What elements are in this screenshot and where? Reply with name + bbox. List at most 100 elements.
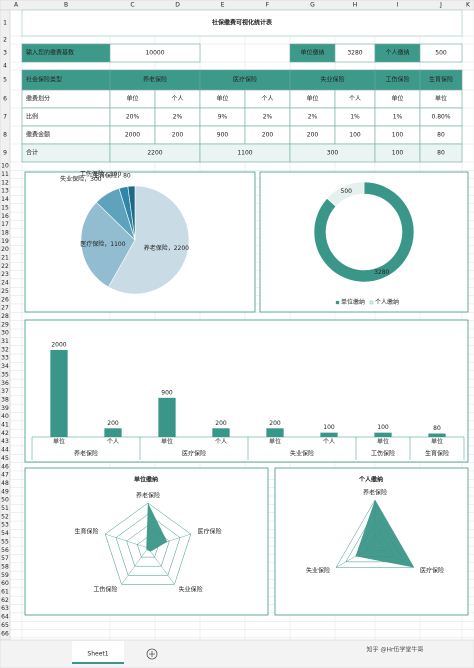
row-number: 57	[1, 555, 9, 562]
table-cell: 200	[172, 132, 184, 139]
row-number: 3	[3, 50, 7, 57]
row-number: 46	[1, 463, 9, 470]
column-header: J	[439, 2, 442, 9]
table-cell: 2%	[308, 114, 318, 121]
radar-spoke	[121, 547, 149, 585]
column-header: B	[64, 2, 68, 9]
pie-slice	[107, 185, 190, 295]
bar-value-label: 200	[215, 420, 227, 427]
bar	[266, 428, 284, 437]
bar-value-label: 80	[433, 425, 441, 432]
x-tick-label: 单位	[269, 438, 281, 446]
table-header: 养老保险	[143, 76, 167, 84]
table-cell: 2%	[173, 114, 183, 121]
table-header: 医疗保险	[233, 76, 257, 84]
pie-label: 医疗保险，1100	[80, 240, 125, 248]
pie-slice	[80, 201, 136, 288]
table-cell: 2000	[125, 132, 140, 139]
table-header: 生育保险	[429, 76, 453, 84]
sheet-tab-label[interactable]: Sheet1	[87, 651, 108, 658]
bar-value-label: 200	[107, 420, 119, 427]
column-header: C	[130, 2, 134, 9]
row-number: 66	[1, 630, 9, 637]
row-number: 15	[1, 204, 9, 211]
row-number: 2	[3, 37, 7, 44]
title-cell	[21, 9, 463, 37]
row-number: 4	[3, 63, 7, 70]
row-number: 20	[1, 246, 9, 253]
row-number: 39	[1, 405, 9, 412]
title: 社保缴费可视化统计表	[211, 19, 273, 27]
radar-spoke	[147, 547, 175, 585]
row-number: 31	[1, 338, 9, 345]
radar-axis-label: 养老保险	[363, 489, 387, 497]
column-header: E	[221, 2, 225, 9]
row-number: 61	[1, 589, 9, 596]
person-label: 个人缴纳	[385, 49, 409, 57]
column-header: G	[310, 2, 315, 9]
chart-box	[24, 467, 269, 616]
table-cell: 300	[327, 150, 339, 157]
row-number: 50	[1, 497, 9, 504]
row-number: 63	[1, 605, 9, 612]
table-cell: 个人	[349, 96, 361, 103]
row-number: 34	[1, 363, 9, 370]
group-label: 生育保险	[425, 450, 449, 458]
sheet-tab	[72, 641, 124, 663]
row-number: 6	[3, 96, 7, 103]
row-number: 18	[1, 229, 9, 236]
table-cell: 80	[437, 150, 445, 157]
legend-swatch	[335, 300, 340, 305]
radar-axis-label: 工伤保险	[93, 586, 117, 594]
row-number: 52	[1, 513, 9, 520]
row-number: 13	[1, 188, 9, 195]
row-number: 28	[1, 313, 9, 320]
radar-axis-label: 医疗保险	[420, 567, 444, 575]
group-label: 工伤保险	[371, 450, 395, 458]
table-cell: 1100	[237, 150, 252, 157]
radar-ring	[115, 513, 181, 576]
row-number: 30	[1, 330, 9, 337]
row-number: 38	[1, 396, 9, 403]
column-header: F	[266, 2, 270, 9]
table-cell: 单位	[216, 95, 228, 103]
bar-value-label: 200	[269, 420, 281, 427]
row-number: 14	[1, 196, 9, 203]
row-number: 40	[1, 413, 9, 420]
row-number: 26	[1, 296, 9, 303]
radar-ring	[126, 525, 170, 567]
x-tick-label: 单位	[53, 438, 65, 446]
unit-value: 3280	[347, 50, 362, 57]
row-number: 17	[1, 221, 9, 228]
row-number: 9	[3, 150, 7, 157]
add-sheet-button[interactable]	[146, 648, 158, 660]
row-number: 49	[1, 488, 9, 495]
table-cell: 100	[392, 150, 404, 157]
radar-title: 个人缴纳	[358, 476, 383, 484]
table-cell: 2200	[147, 150, 162, 157]
row-number: 54	[1, 530, 9, 537]
row-number: 59	[1, 572, 9, 579]
x-tick-label: 单位	[431, 438, 443, 446]
row-number: 42	[1, 430, 9, 437]
pie-label: 工伤保险，100	[80, 170, 122, 178]
column-header: K	[466, 2, 471, 9]
row-number: 64	[1, 614, 9, 621]
table-cell: 1%	[350, 114, 360, 121]
pie-slice	[127, 185, 136, 241]
table-cell-cell	[419, 143, 463, 163]
chart-box	[24, 319, 469, 463]
legend-swatch	[369, 300, 374, 305]
donut-slice	[326, 181, 365, 207]
row-number: 27	[1, 305, 9, 312]
tab-bar	[0, 639, 474, 668]
table-cell: 200	[307, 132, 319, 139]
bar-value-label: 2000	[51, 342, 66, 349]
table-cell: 20%	[126, 114, 140, 121]
row-number: 47	[1, 472, 9, 479]
input-label: 输入您的缴费基数	[26, 49, 74, 57]
person-value-cell	[419, 43, 463, 63]
row-number: 65	[1, 622, 9, 629]
table-cell: 个人	[261, 96, 273, 103]
input-value: 10000	[145, 50, 164, 57]
